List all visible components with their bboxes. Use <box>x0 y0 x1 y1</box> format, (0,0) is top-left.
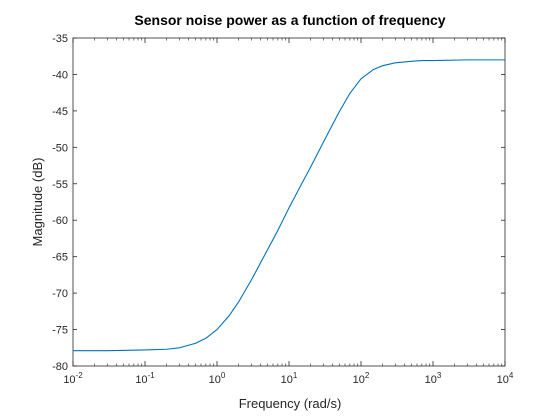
y-tick-label: -65 <box>52 252 68 264</box>
chart-title: Sensor noise power as a function of freq… <box>134 12 445 28</box>
y-axis-label: Magnitude (dB) <box>30 158 45 247</box>
plot-area: -80 -75 -70 -65 -60 -55 -50 -45 -40 -35 10-2 10-1 10… <box>52 33 514 386</box>
y-tick-label: -75 <box>52 325 68 337</box>
y-tick-label: -35 <box>52 33 68 45</box>
y-tick-label: -45 <box>52 106 68 118</box>
x-tick-label: 103 <box>425 371 442 386</box>
x-tick-label: 104 <box>497 371 514 386</box>
x-tick-label: 102 <box>353 371 370 386</box>
series-line <box>73 59 505 352</box>
x-tick-label: 101 <box>281 371 298 386</box>
y-tick-label: -60 <box>52 215 68 227</box>
x-tick-label: 10-1 <box>135 371 155 386</box>
x-tick-label: 10-2 <box>63 371 83 386</box>
y-tick-label: -40 <box>52 69 68 81</box>
x-axis-label: Frequency (rad/s) <box>239 396 342 411</box>
x-tick-label: 100 <box>209 371 226 386</box>
y-tick-label: -70 <box>52 288 68 300</box>
y-tick-label: -80 <box>52 361 68 373</box>
y-tick-label: -55 <box>52 179 68 191</box>
y-tick-label: -50 <box>52 142 68 154</box>
